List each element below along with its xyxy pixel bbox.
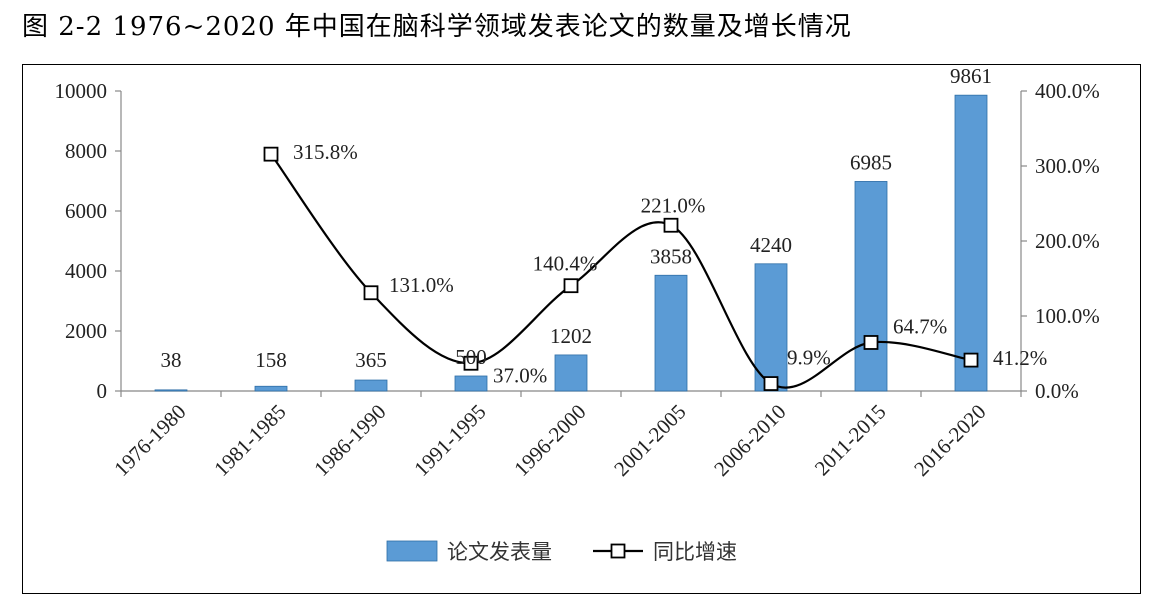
line-value-label: 64.7%	[893, 314, 947, 338]
legend: 论文发表量 同比增速	[386, 540, 737, 564]
line-marker	[463, 355, 479, 371]
line-marker	[263, 146, 279, 162]
chart-frame: 0 2000 4000 6000 8000 10000 0.0% 100.0% 200.0% 30…	[22, 64, 1141, 594]
line-marker	[363, 285, 379, 301]
bar	[854, 181, 888, 392]
line-value-label: 221.0%	[641, 193, 706, 217]
legend-bar-label: 论文发表量	[447, 540, 552, 564]
bar-value-label: 365	[355, 348, 387, 372]
line-marker	[763, 376, 779, 391]
bar	[954, 94, 988, 392]
bar-value-label: 1202	[550, 324, 592, 348]
line-marker	[963, 352, 979, 368]
line-value-label: 37.0%	[493, 363, 547, 387]
x-tick-label: 2006-2010	[709, 400, 790, 481]
y-left-tick-label: 8000	[65, 139, 107, 163]
bar	[654, 274, 688, 392]
x-tick-label: 1991-1995	[409, 400, 490, 481]
bar-value-label: 158	[255, 348, 287, 372]
line-marker	[863, 335, 879, 350]
bar	[754, 263, 788, 392]
legend-line-label: 同比增速	[653, 540, 737, 564]
x-tick-label: 1986-1990	[309, 400, 390, 481]
y-left-tick-label: 4000	[65, 259, 107, 283]
line-series	[263, 146, 979, 391]
line-marker	[563, 278, 579, 294]
combo-chart: 0 2000 4000 6000 8000 10000 0.0% 100.0% 200.0% 30…	[55, 65, 1100, 564]
y-right-tick-label: 100.0%	[1035, 304, 1100, 328]
bar-value-label: 3858	[650, 244, 692, 268]
x-tick-label: 2016-2020	[909, 400, 990, 481]
bar-value-label: 38	[161, 348, 182, 372]
bar	[554, 354, 588, 392]
y-left-tick-label: 0	[97, 379, 108, 403]
y-right-tick-label: 0.0%	[1035, 379, 1079, 403]
bar-value-label: 6985	[850, 150, 892, 174]
x-tick-label: 1996-2000	[509, 400, 590, 481]
bar-series	[154, 94, 988, 392]
line-value-label: 140.4%	[533, 252, 598, 276]
y-left-tick-label: 2000	[65, 319, 107, 343]
data-labels: 38 158 365 500 1202 3858 4240 6985 9861 315.8% 131…	[161, 65, 1048, 387]
bar	[154, 389, 188, 392]
line-value-label: 9.9%	[787, 346, 831, 370]
y-right-tick-label: 400.0%	[1035, 79, 1100, 103]
line-value-label: 315.8%	[293, 140, 358, 164]
y-right-tick-label: 200.0%	[1035, 229, 1100, 253]
y-left-tick-label: 10000	[55, 79, 108, 103]
bar	[454, 375, 488, 392]
line-marker	[663, 217, 679, 233]
legend-line-marker	[610, 543, 626, 559]
line-value-label: 131.0%	[389, 273, 454, 297]
bar-value-label: 9861	[950, 65, 992, 88]
y-left-tick-label: 6000	[65, 199, 107, 223]
legend-bar-swatch	[386, 540, 438, 562]
x-tick-label: 2011-2015	[810, 400, 891, 481]
bar-value-label: 500	[455, 345, 487, 369]
bar	[354, 379, 388, 392]
bar	[254, 385, 288, 392]
line-value-label: 41.2%	[993, 346, 1047, 370]
bar-value-label: 4240	[750, 233, 792, 257]
x-tick-label: 1976-1980	[109, 400, 190, 481]
x-tick-label: 1981-1985	[209, 400, 290, 481]
figure-title: 图 2-2 1976~2020 年中国在脑科学领域发表论文的数量及增长情况	[22, 12, 852, 42]
x-tick-label: 2001-2005	[609, 400, 690, 481]
y-right-tick-label: 300.0%	[1035, 154, 1100, 178]
